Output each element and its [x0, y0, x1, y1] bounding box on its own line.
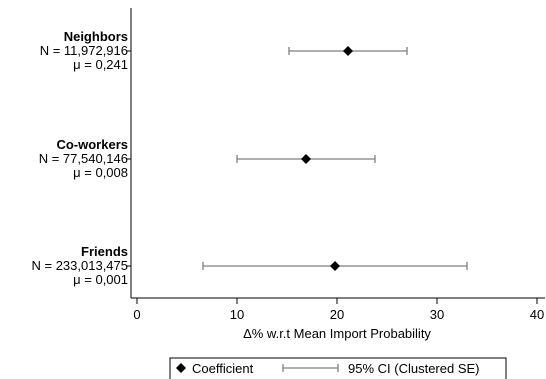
- x-tick-label: 0: [133, 307, 140, 322]
- coefficient-point: [301, 154, 311, 164]
- group-name-label: Neighbors: [64, 29, 128, 44]
- x-tick-label: 20: [330, 307, 344, 322]
- x-tick-label: 10: [230, 307, 244, 322]
- coefficient-point: [343, 46, 353, 56]
- legend-coefficient-marker: [176, 363, 186, 373]
- x-tick-label: 40: [530, 307, 544, 322]
- x-tick-label: 30: [430, 307, 444, 322]
- legend-ci-label: 95% CI (Clustered SE): [348, 361, 480, 376]
- mean-label: μ = 0,008: [73, 165, 128, 180]
- coefficient-point: [330, 261, 340, 271]
- x-axis-title: Δ% w.r.t Mean Import Probability: [243, 326, 431, 341]
- group-name-label: Friends: [81, 244, 128, 259]
- legend: Coefficient 95% CI (Clustered SE): [169, 357, 507, 379]
- sample-size-label: N = 77,540,146: [39, 151, 128, 166]
- axes: [130, 8, 545, 299]
- mean-label: μ = 0,001: [73, 272, 128, 287]
- x-ticks: 0 10 20 30 40: [133, 298, 544, 322]
- mean-label: μ = 0,241: [73, 57, 128, 72]
- legend-coefficient-label: Coefficient: [192, 361, 254, 376]
- sample-size-label: N = 233,013,475: [32, 258, 129, 273]
- group-name-label: Co-workers: [56, 137, 128, 152]
- legend-ci-marker: [282, 364, 339, 372]
- sample-size-label: N = 11,972,916: [40, 43, 128, 58]
